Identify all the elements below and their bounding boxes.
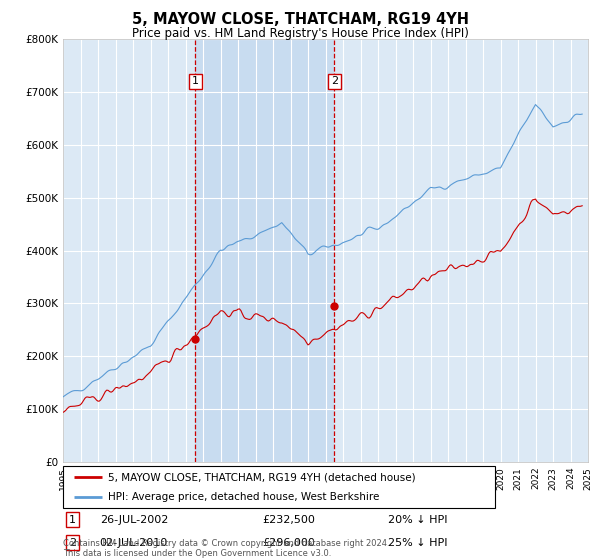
- Text: 2: 2: [331, 77, 338, 86]
- Text: 26-JUL-2002: 26-JUL-2002: [100, 515, 168, 525]
- Text: 5, MAYOW CLOSE, THATCHAM, RG19 4YH: 5, MAYOW CLOSE, THATCHAM, RG19 4YH: [131, 12, 469, 27]
- Text: £296,000: £296,000: [263, 538, 316, 548]
- Text: 25% ↓ HPI: 25% ↓ HPI: [389, 538, 448, 548]
- Text: HPI: Average price, detached house, West Berkshire: HPI: Average price, detached house, West…: [109, 492, 380, 502]
- Text: Price paid vs. HM Land Registry's House Price Index (HPI): Price paid vs. HM Land Registry's House …: [131, 27, 469, 40]
- Text: 1: 1: [192, 77, 199, 86]
- Text: £232,500: £232,500: [263, 515, 316, 525]
- Bar: [196, 39, 334, 462]
- Text: Contains HM Land Registry data © Crown copyright and database right 2024.
This d: Contains HM Land Registry data © Crown c…: [63, 539, 389, 558]
- Text: 2: 2: [69, 538, 76, 548]
- Text: 02-JUL-2010: 02-JUL-2010: [100, 538, 168, 548]
- Text: 20% ↓ HPI: 20% ↓ HPI: [389, 515, 448, 525]
- Text: 5, MAYOW CLOSE, THATCHAM, RG19 4YH (detached house): 5, MAYOW CLOSE, THATCHAM, RG19 4YH (deta…: [109, 472, 416, 482]
- Text: 1: 1: [69, 515, 76, 525]
- FancyBboxPatch shape: [63, 466, 495, 508]
